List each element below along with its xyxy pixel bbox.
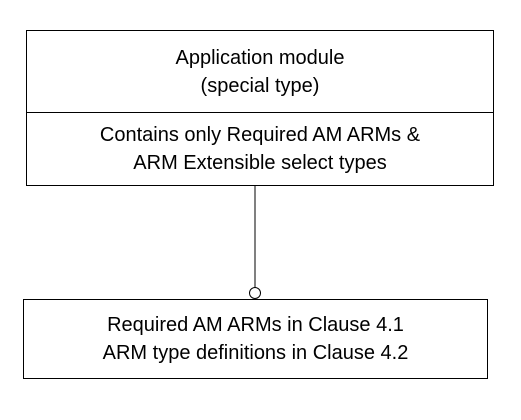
reference-line: Required AM ARMs in Clause 4.1	[107, 314, 404, 336]
module-title-line: Application module	[175, 46, 345, 69]
connector-end-circle-icon	[249, 287, 261, 299]
application-module-box: Application module (special type) Contai…	[26, 30, 494, 186]
module-content-line: ARM Extensible select types	[133, 152, 387, 174]
reference-line: ARM type definitions in Clause 4.2	[102, 342, 409, 364]
module-content-section: Contains only Required AM ARMs & ARM Ext…	[27, 113, 493, 185]
reference-box: Required AM ARMs in Clause 4.1 ARM type …	[23, 299, 488, 379]
module-content-line: Contains only Required AM ARMs &	[99, 124, 421, 146]
reference-section: Required AM ARMs in Clause 4.1 ARM type …	[24, 300, 487, 378]
module-title-section: Application module (special type)	[27, 31, 493, 113]
module-subtitle-line: (special type)	[200, 74, 320, 97]
